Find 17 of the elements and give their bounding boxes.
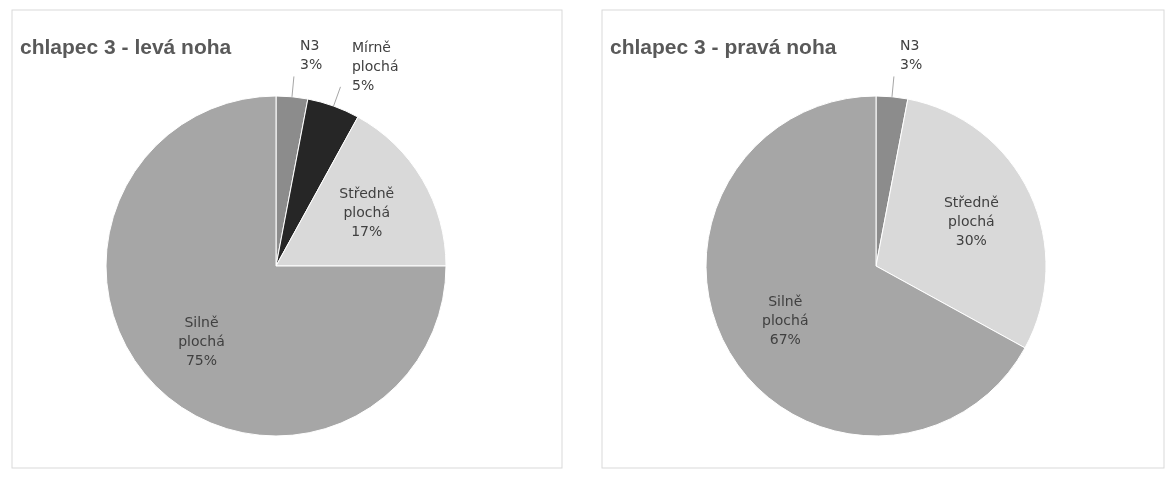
data-label: 3% [300, 55, 323, 72]
data-label: 75% [185, 351, 218, 368]
pie-slice [105, 95, 447, 437]
data-label: 17% [351, 223, 383, 240]
slice-label: Silně plochá [762, 292, 809, 328]
slice-label: Silně plochá [178, 313, 225, 349]
data-label: 3% [900, 55, 923, 72]
data-label: 67% [769, 330, 801, 347]
chart-title: chlapec 3 - levá noha [20, 35, 232, 58]
data-label: 30% [955, 232, 987, 249]
slice-label: N3 [300, 36, 320, 53]
slice-label: Středně plochá [339, 185, 395, 221]
data-label: 5% [351, 77, 375, 94]
slice-label: Mírně plochá [351, 39, 399, 75]
slice-label: Středně plochá [943, 194, 999, 230]
chart-title: chlapec 3 - pravá noha [610, 35, 837, 58]
slice-label: N3 [900, 36, 920, 53]
